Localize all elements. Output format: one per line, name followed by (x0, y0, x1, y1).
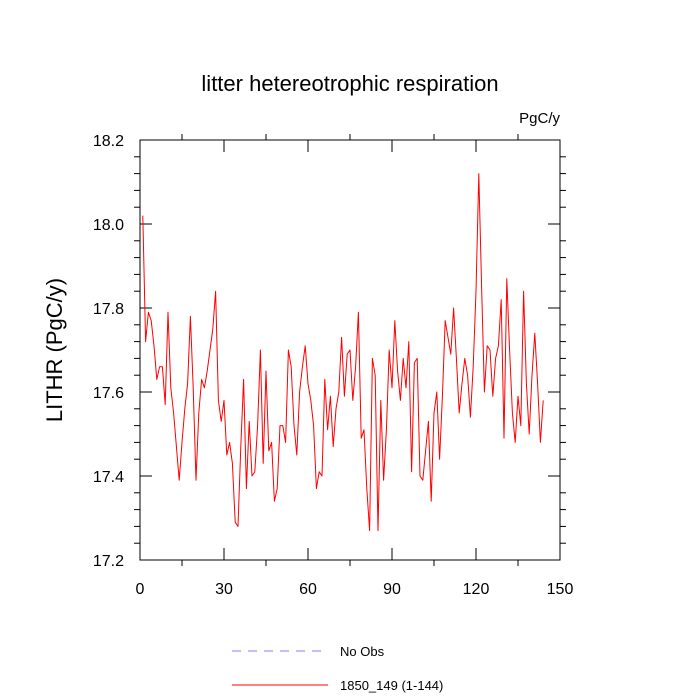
x-tick-label: 60 (299, 581, 317, 598)
y-tick-label: 17.2 (93, 553, 124, 570)
x-tick-label: 150 (547, 581, 574, 598)
y-tick-label: 17.6 (93, 385, 124, 402)
series-layer (142, 173, 544, 532)
x-tick-label: 30 (215, 581, 233, 598)
y-tick-label: 18.0 (93, 217, 124, 234)
series-line (142, 173, 544, 532)
plot-frame (139, 139, 561, 561)
x-tick-label: 120 (463, 581, 490, 598)
x-tick-label: 90 (383, 581, 401, 598)
axis-tick-labels: 0 30 60 90 120 150 17.2 17.4 17.6 17.8 18.0 18.2 (93, 133, 574, 598)
y-tick-label: 17.4 (93, 469, 124, 486)
y-tick-label: 18.2 (93, 133, 124, 150)
legend: No Obs 1850_149 (1-144) (232, 644, 443, 693)
y-tick-label: 17.8 (93, 301, 124, 318)
legend-label-1: No Obs (340, 644, 385, 659)
legend-label-2: 1850_149 (1-144) (340, 678, 443, 693)
y-axis-label: LITHR (PgC/y) (42, 278, 67, 422)
x-tick-label: 0 (136, 581, 145, 598)
chart-title: litter hetereotrophic respiration (201, 71, 498, 96)
units-label: PgC/y (519, 110, 560, 127)
